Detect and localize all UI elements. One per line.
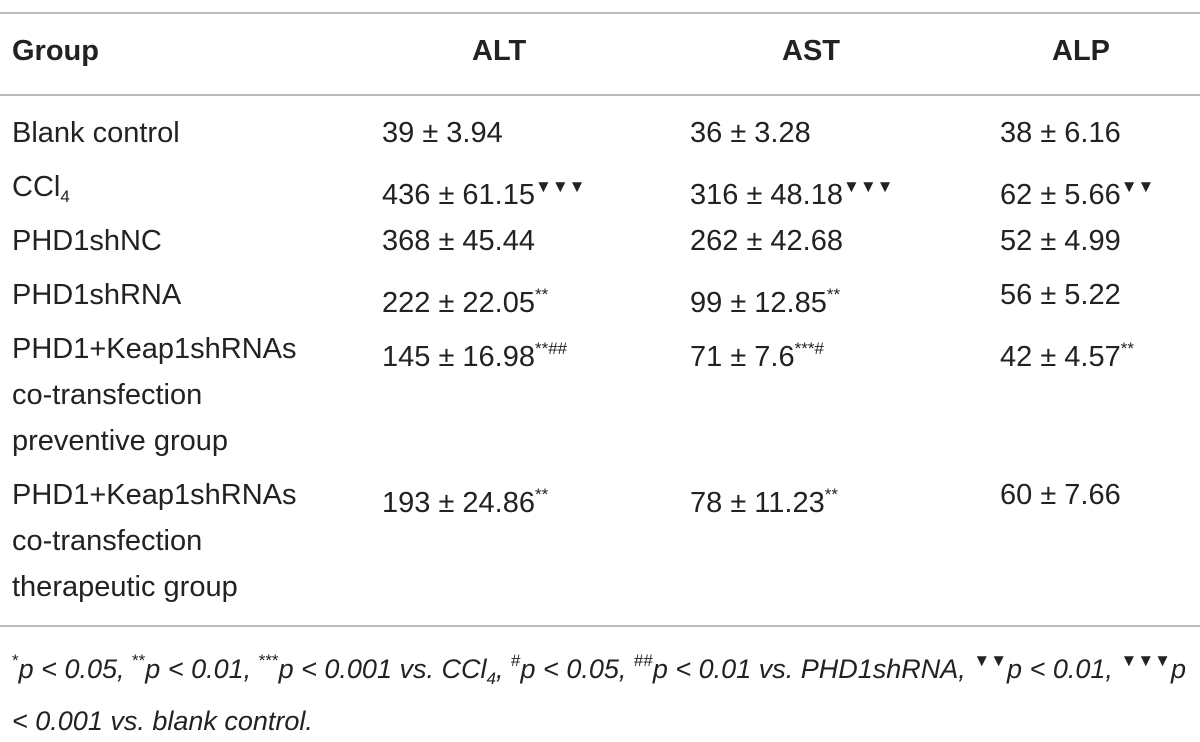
text-run: co-transfection — [12, 379, 203, 411]
value-cell: 145 ± 16.98**## — [382, 326, 567, 380]
text-run: p < 0.05, — [18, 654, 133, 684]
group-cell: CCl4 — [12, 164, 70, 220]
text-run: 4 — [60, 187, 70, 206]
text-run: ▼▼▼ — [843, 177, 894, 196]
text-run: ▼▼▼ — [535, 177, 586, 196]
value-cell: 36 ± 3.28 — [690, 110, 811, 156]
value-cell: 99 ± 12.85** — [690, 272, 840, 326]
text-run: 193 ± 24.86 — [382, 487, 535, 519]
text-run: PHD1shNC — [12, 225, 162, 257]
text-run: therapeutic group — [12, 571, 238, 603]
text-run: 78 ± 11.23 — [690, 487, 825, 519]
value-cell: 436 ± 61.15▼▼▼ — [382, 164, 585, 218]
text-run: 99 ± 12.85 — [690, 287, 827, 319]
group-cell: Blank control — [12, 110, 180, 156]
footnote: *p < 0.05, **p < 0.01, ***p < 0.001 vs. … — [12, 640, 1186, 742]
column-header: ALT — [472, 35, 527, 67]
group-line: co-transfection — [12, 372, 297, 418]
group-cell: PHD1+Keap1shRNAs co-transfection preventiv… — [12, 326, 297, 464]
value-cell: 62 ± 5.66▼▼ — [1000, 164, 1154, 218]
text-run: 4 — [486, 669, 496, 688]
text-run: CCl — [12, 171, 61, 203]
text-run: 56 ± 5.22 — [1000, 279, 1121, 311]
text-run: 316 ± 48.18 — [690, 179, 843, 211]
text-run: ## — [633, 651, 653, 670]
column-header: ALP — [1052, 35, 1110, 67]
text-run: ***# — [794, 339, 824, 358]
text-run: ** — [132, 651, 146, 670]
text-run: # — [511, 651, 521, 670]
group-line: PHD1+Keap1shRNAs — [12, 326, 297, 372]
text-run: p < 0.01 vs. PHD1shRNA, — [652, 654, 974, 684]
column-header: Group — [12, 35, 99, 67]
text-run: 62 ± 5.66 — [1000, 179, 1121, 211]
text-run: ** — [535, 485, 549, 504]
value-cell: 78 ± 11.23** — [690, 472, 838, 526]
header-rule — [0, 94, 1200, 96]
text-run: ** — [824, 485, 838, 504]
group-line: PHD1shNC — [12, 218, 162, 264]
text-run: PHD1+Keap1shRNAs — [12, 333, 297, 365]
text-run: preventive group — [12, 425, 229, 457]
text-run: p < 0.01, — [145, 654, 259, 684]
text-run: 436 ± 61.15 — [382, 179, 535, 211]
value-cell: 42 ± 4.57** — [1000, 326, 1134, 380]
text-run: p < 0.05, — [520, 654, 634, 684]
text-run: 60 ± 7.66 — [1000, 479, 1121, 511]
text-run: ▼▼▼ — [1120, 651, 1172, 670]
text-run: ** — [1120, 339, 1134, 358]
text-run: 36 ± 3.28 — [690, 117, 811, 149]
value-cell: 368 ± 45.44 — [382, 218, 535, 264]
text-run: PHD1+Keap1shRNAs — [12, 479, 297, 511]
group-line: preventive group — [12, 418, 297, 464]
group-line: CCl4 — [12, 164, 70, 220]
text-run: 145 ± 16.98 — [382, 341, 535, 373]
text-run: 42 ± 4.57 — [1000, 341, 1121, 373]
group-line: therapeutic group — [12, 564, 297, 610]
text-run: Blank control — [12, 117, 180, 149]
value-cell: 39 ± 3.94 — [382, 110, 503, 156]
text-run: 262 ± 42.68 — [690, 225, 843, 257]
group-line: co-transfection — [12, 518, 297, 564]
text-run: p < 0.01, — [1007, 654, 1121, 684]
text-run: PHD1shRNA — [12, 279, 182, 311]
bottom-rule — [0, 625, 1200, 627]
text-run: p < 0.001 vs. blank control. — [12, 654, 1187, 736]
value-cell: 56 ± 5.22 — [1000, 272, 1121, 318]
group-cell: PHD1shNC — [12, 218, 162, 264]
group-line: Blank control — [12, 110, 180, 156]
group-cell: PHD1shRNA — [12, 272, 181, 318]
text-run: 222 ± 22.05 — [382, 287, 535, 319]
group-line: PHD1shRNA — [12, 272, 181, 318]
text-run: ** — [535, 285, 549, 304]
text-run: p < 0.001 vs. CCl — [278, 654, 487, 684]
value-cell: 222 ± 22.05** — [382, 272, 548, 326]
column-header: AST — [782, 35, 840, 67]
text-run: ▼▼ — [973, 651, 1008, 670]
value-cell: 71 ± 7.6***# — [690, 326, 824, 380]
group-line: PHD1+Keap1shRNAs — [12, 472, 297, 518]
value-cell: 38 ± 6.16 — [1000, 110, 1121, 156]
value-cell: 60 ± 7.66 — [1000, 472, 1121, 518]
text-run: 52 ± 4.99 — [1000, 225, 1121, 257]
text-run: 71 ± 7.6 — [690, 341, 795, 373]
text-run: ▼▼ — [1120, 177, 1155, 196]
text-run: 39 ± 3.94 — [382, 117, 503, 149]
value-cell: 52 ± 4.99 — [1000, 218, 1121, 264]
top-rule — [0, 12, 1200, 14]
text-run: 368 ± 45.44 — [382, 225, 535, 257]
text-run: ** — [826, 285, 841, 304]
text-run: , — [495, 654, 512, 684]
text-run: 38 ± 6.16 — [1000, 117, 1121, 149]
text-run: co-transfection — [12, 525, 203, 557]
value-cell: 316 ± 48.18▼▼▼ — [690, 164, 893, 218]
text-run: * — [12, 651, 19, 670]
text-run: **## — [535, 339, 568, 358]
value-cell: 262 ± 42.68 — [690, 218, 843, 264]
text-run: *** — [258, 651, 279, 670]
value-cell: 193 ± 24.86** — [382, 472, 548, 526]
group-cell: PHD1+Keap1shRNAs co-transfection therapeut… — [12, 472, 297, 610]
